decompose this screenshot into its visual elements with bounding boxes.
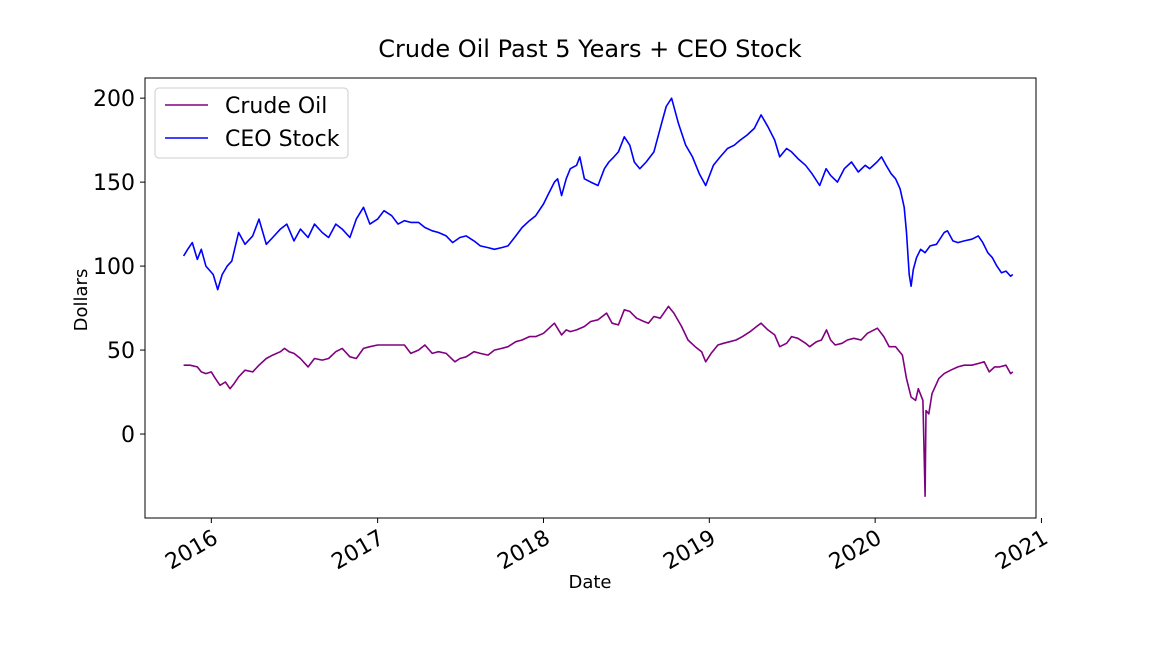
x-tick-label: 2020 (825, 526, 886, 576)
chart-title: Crude Oil Past 5 Years + CEO Stock (378, 35, 802, 63)
y-tick-label: 150 (93, 171, 135, 196)
legend-label: Crude Oil (225, 94, 327, 119)
x-tick-label: 2017 (328, 526, 389, 576)
legend: Crude Oil CEO Stock (154, 87, 349, 159)
series-layer (182, 97, 1014, 497)
y-axis-label: Dollars (71, 269, 92, 332)
x-axis-label: Date (568, 572, 611, 593)
series-line-crude-oil (183, 305, 1014, 497)
y-tick-label: 50 (107, 339, 135, 364)
y-tick-label: 100 (93, 255, 135, 280)
legend-label: CEO Stock (225, 127, 340, 152)
series-line-ceo-stock (182, 97, 1014, 291)
x-axis: 2016 2017 2018 2019 2020 2021 (161, 518, 1052, 575)
y-tick-label: 0 (121, 423, 135, 448)
x-tick-label: 2021 (991, 526, 1052, 576)
plot-frame (144, 77, 1037, 519)
y-axis: 0 50 100 150 200 (93, 87, 145, 448)
x-tick-label: 2019 (659, 526, 720, 576)
x-tick-label: 2018 (493, 526, 554, 576)
x-tick-label: 2016 (161, 526, 222, 576)
y-tick-label: 200 (93, 87, 135, 112)
